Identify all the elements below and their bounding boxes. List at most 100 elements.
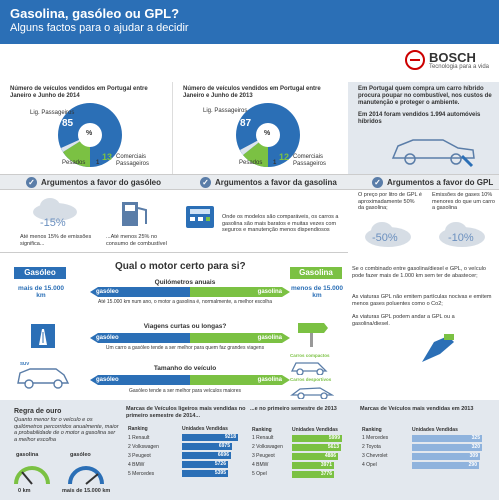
sales-table-total-2013-title: Marcas de Veículos mais vendidas em 2013: [360, 406, 474, 412]
table-row: 2 Volkswagen 6975: [126, 442, 242, 451]
bar-2: 320: [412, 443, 482, 451]
scenario-trips-body: Um carro a gasóleo tende a ser melhor pa…: [105, 345, 265, 351]
pie-2014-commercial-value: 13: [102, 152, 113, 162]
bar-cell: 4886: [290, 452, 348, 461]
bar-cell: 6696: [180, 451, 242, 460]
scenario-trips: Viagens curtas ou longas?: [90, 323, 280, 330]
arrow-trips-diesel: gasóleo: [90, 333, 190, 343]
arrow-annual-km-diesel: gasóleo: [90, 287, 190, 297]
bar-3: 309: [412, 452, 480, 460]
section-diesel: ✓ Argumentos a favor do gasóleo: [26, 177, 161, 188]
table-row: 5 Mercedes 5395: [126, 469, 242, 478]
bar-4: 5726: [182, 461, 228, 468]
column-header: Unidades Vendidas: [182, 426, 228, 432]
pie-2014-passenger-value: 85: [62, 118, 74, 129]
pie-2013-commercial-label: Comerciais Passageiros: [293, 154, 327, 167]
scenario-trips-head: Viagens curtas ou longas?: [143, 323, 227, 330]
gauge-min-km: 0 km: [18, 488, 31, 494]
road-sign-icon: [298, 323, 328, 347]
pie-2013-heavy-value: 1: [273, 160, 277, 166]
cloud-icon: [439, 222, 485, 247]
compact-car-icon: [290, 362, 328, 375]
bottom-section: Regra de ouro Quanto menor for o veículo…: [0, 400, 499, 500]
bar-cell: 6975: [180, 442, 242, 451]
bar-cell: 290: [410, 461, 490, 470]
hybrid-sales: Em 2014 foram vendidos 1.994 automóveis …: [358, 112, 481, 125]
table-row: 3 Peugeot 6696: [126, 451, 242, 460]
sales-table-total-2013-grid: Ranking Unidades Vendidas 1 Mercedes 325 2 …: [360, 426, 490, 470]
brand-tagline: Tecnologia para a vida: [428, 63, 489, 70]
petrol-label-box: Gasolina: [290, 267, 342, 279]
bar-5: 5395: [182, 470, 228, 477]
column-header: Unidades Vendidas: [412, 426, 458, 433]
golden-rule-title: Regra de ouro: [14, 408, 62, 415]
bosch-armature-icon: [404, 50, 425, 70]
bar-3: 6696: [182, 452, 231, 459]
top-panels: Número de veículos vendidos em Portugal …: [0, 82, 499, 174]
scenario-size: Tamanho do veículo: [90, 365, 280, 372]
pie-2014: [58, 103, 122, 167]
section-gpl: ✓ Argumentos a favor do GPL: [372, 177, 493, 188]
gauge-petrol-label: gasolina: [16, 452, 39, 458]
arrow-trips: gasóleo gasolina: [90, 333, 290, 343]
pie-2014-center: %: [86, 130, 93, 137]
pie-2014-commercial-label: Comerciais Passageiros: [116, 154, 150, 167]
brand-row: BOSCH Tecnologia para a vida: [0, 44, 499, 82]
arrow-size-diesel: gasóleo: [90, 375, 190, 385]
rank-label: 4 BMW: [128, 461, 145, 468]
gauge-max-km: mais de 15.000 km: [62, 488, 111, 494]
rank-label: 3 Peugeot: [252, 453, 275, 459]
gauge-diesel-icon: [68, 466, 104, 485]
bar-5: 3776: [292, 470, 334, 478]
pie-2013-center: %: [264, 130, 271, 137]
brand-name: BOSCH: [428, 49, 476, 65]
panel-2013-title: Número de veículos vendidos em Portugal …: [183, 86, 321, 99]
bar-2: 5613: [292, 443, 341, 451]
calculator-icon: [186, 206, 214, 228]
diesel-note-consumption: ...Até menos 25% no consumo de combustív…: [106, 234, 167, 247]
section-diesel-label: Argumentos a favor do gasóleo: [41, 178, 162, 187]
sales-table-2014-grid: Ranking Unidades Vendidas 1 Renault 9218 2 …: [126, 425, 242, 478]
motorway-sign-icon: [31, 324, 55, 348]
check-icon: ✓: [26, 177, 37, 188]
section-petrol-label: Argumentos a favor da gasolina: [215, 178, 337, 187]
fuel-pump-icon: [122, 202, 147, 226]
sales-table-2013-grid: Ranking Unidades Vendidas 1 Renault 5999 2 …: [250, 426, 348, 479]
table-row: 4 BMW 3971: [250, 461, 348, 470]
pie-2013: [236, 103, 300, 167]
page-title: Gasolina, gasóleo ou GPL?: [10, 6, 180, 21]
pie-2014-heavy-label: Pesados: [62, 160, 86, 166]
arrow-annual-km-petrol: gasolina: [190, 287, 290, 297]
table-row: 3 Peugeot 4886: [250, 452, 348, 461]
section-gpl-label: Argumentos a favor do GPL: [387, 178, 494, 187]
gpl-note-emissions: Emissões de gases 10% menores do que um …: [432, 192, 495, 211]
section-petrol: ✓ Argumentos a favor da gasolina: [200, 177, 337, 188]
scenario-annual-km-body: Até 15.000 km num ano, o motor a gasolin…: [98, 299, 272, 305]
cloud-icon: [33, 198, 77, 221]
scenario-size-body: Gasóleo tende a ser melhor para veículos…: [128, 388, 241, 394]
petrol-distance: menos de 15.000 km: [290, 285, 344, 299]
arrow-trips-petrol: gasolina: [190, 333, 290, 343]
table-row: 2 Toyota 320: [360, 443, 490, 452]
gpl-range-text: Se o combinado entre gasolina/diesel e G…: [352, 266, 486, 279]
rank-label: 2 Volkswagen: [128, 443, 159, 450]
arguments-bar: ✓ Argumentos a favor do gasóleo ✓ Argume…: [0, 174, 499, 190]
suv-icon: [17, 368, 70, 389]
engine-question: Qual o motor certo para si?: [115, 261, 246, 272]
golden-rule-text: Quanto menor for o veículo e os quilómet…: [14, 417, 119, 443]
bar-cell: 320: [410, 443, 490, 452]
sales-table-total-2013: Marcas de Veículos mais vendidas em 2013…: [360, 406, 494, 470]
bar-1: 5999: [292, 434, 342, 442]
hybrid-text: Em Portugal quem compra um carro híbrido…: [358, 86, 492, 106]
sales-table-2013-title: ...e no primeiro semestre de 2013: [250, 406, 337, 412]
rank-label: 4 BMW: [252, 462, 269, 468]
table-row: 1 Renault 5999: [250, 434, 348, 443]
diesel-note-emissions: Até menos 15% de emissões significa...: [20, 234, 92, 247]
diesel-label-box: Gasóleo: [14, 267, 66, 279]
pie-2014-hole: [78, 123, 102, 147]
header-banner: Gasolina, gasóleo ou GPL? Alguns factos …: [0, 0, 499, 44]
rank-label: 2 Volkswagen: [252, 444, 283, 450]
pie-2014-heavy-value: 1: [96, 160, 100, 166]
scenario-annual-km: Quilómetros anuais: [90, 279, 280, 286]
panel-2014-title: Número de veículos vendidos em Portugal …: [10, 86, 148, 99]
